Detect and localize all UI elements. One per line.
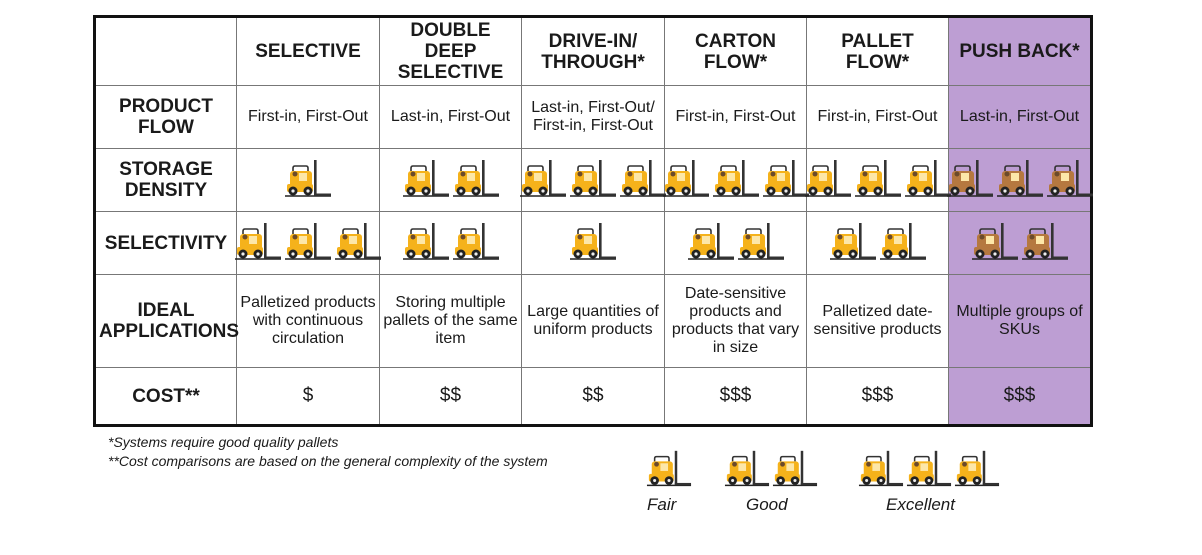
legend-good-icons xyxy=(724,448,818,492)
flow-cell: First-in, First-Out xyxy=(236,85,380,149)
forklift-icon xyxy=(569,221,617,265)
forklift-icon xyxy=(762,158,810,202)
flow-cell: Last-in, First-Out xyxy=(379,85,522,149)
forklift-icon xyxy=(737,221,785,265)
forklift-icon xyxy=(662,158,710,202)
row-label-ideal-applications: IDEAL APPLICATIONS xyxy=(94,274,239,368)
legend-excellent-label: Excellent xyxy=(886,495,955,514)
storage-density-row: STORAGE DENSITY xyxy=(94,148,1094,212)
legend-fair-label: Fair xyxy=(647,495,677,514)
forklift-icon xyxy=(452,158,500,202)
forklift-icon xyxy=(619,158,667,202)
forklift-icon xyxy=(1046,158,1094,202)
row-label-product-flow: PRODUCT FLOW xyxy=(94,85,237,149)
cost-cell: $$$ xyxy=(806,367,949,426)
selectivity-cell xyxy=(379,211,522,275)
header-selective: SELECTIVE xyxy=(236,16,380,86)
row-label-storage-density: STORAGE DENSITY xyxy=(94,148,237,212)
forklift-icon xyxy=(569,158,617,202)
forklift-icon xyxy=(519,158,567,202)
density-cell xyxy=(946,148,1094,212)
forklift-icon xyxy=(829,221,877,265)
header-row: SELECTIVE DOUBLE DEEP SELECTIVE DRIVE-IN… xyxy=(94,16,1092,86)
header-empty xyxy=(94,16,237,86)
forklift-icon xyxy=(971,221,1019,265)
apps-cell: Large quantities of uniform products xyxy=(521,274,665,368)
density-cell xyxy=(804,148,952,212)
cost-cell: $$$ xyxy=(664,367,807,426)
forklift-icon xyxy=(946,158,994,202)
forklift-icon xyxy=(996,158,1044,202)
forklift-icon xyxy=(724,448,770,492)
forklift-icon xyxy=(712,158,760,202)
forklift-icon xyxy=(906,448,952,492)
header-push-back: PUSH BACK* xyxy=(948,16,1092,86)
legend-good-label: Good xyxy=(746,495,788,514)
forklift-icon xyxy=(858,448,904,492)
row-label-selectivity: SELECTIVITY xyxy=(94,211,237,275)
selectivity-cell xyxy=(521,211,665,275)
forklift-icon xyxy=(954,448,1000,492)
forklift-icon xyxy=(904,158,952,202)
selectivity-cell xyxy=(234,211,382,275)
cost-cell: $$$ xyxy=(948,367,1092,426)
density-cell xyxy=(236,148,380,212)
selectivity-cell xyxy=(948,211,1092,275)
forklift-icon xyxy=(284,221,332,265)
density-cell xyxy=(662,148,810,212)
flow-cell: First-in, First-Out xyxy=(664,85,807,149)
header-pallet-flow: PALLET FLOW* xyxy=(806,16,949,86)
rating-legend: Fair Good Excellent xyxy=(640,448,1010,518)
selectivity-cell xyxy=(806,211,949,275)
forklift-icon xyxy=(1021,221,1069,265)
apps-cell: Multiple groups of SKUs xyxy=(948,274,1092,368)
apps-cell: Palletized date-sensitive products xyxy=(806,274,949,368)
cost-row: COST** $ $$ $$ $$$ $$$ $$$ xyxy=(94,367,1092,426)
footnote-cost: **Cost comparisons are based on the gene… xyxy=(108,453,548,469)
cost-cell: $ xyxy=(236,367,380,426)
header-double-deep: DOUBLE DEEP SELECTIVE xyxy=(379,16,522,86)
apps-cell: Date-sensitive products and products tha… xyxy=(664,274,807,368)
forklift-icon xyxy=(772,448,818,492)
selectivity-row: SELECTIVITY xyxy=(94,211,1092,275)
forklift-icon xyxy=(284,158,332,202)
product-flow-row: PRODUCT FLOW First-in, First-Out Last-in… xyxy=(94,85,1092,149)
selectivity-cell xyxy=(664,211,807,275)
forklift-icon xyxy=(854,158,902,202)
forklift-icon xyxy=(646,448,692,492)
forklift-icon xyxy=(452,221,500,265)
forklift-icon xyxy=(234,221,282,265)
footnote-pallets: *Systems require good quality pallets xyxy=(108,434,339,450)
header-drive-in: DRIVE-IN/ THROUGH* xyxy=(521,16,665,86)
forklift-icon xyxy=(804,158,852,202)
forklift-icon xyxy=(334,221,382,265)
header-carton-flow: CARTON FLOW* xyxy=(664,16,807,86)
flow-cell: Last-in, First-Out xyxy=(948,85,1092,149)
legend-fair-icons xyxy=(646,448,692,492)
flow-cell: First-in, First-Out xyxy=(806,85,949,149)
density-cell xyxy=(379,148,522,212)
cost-cell: $$ xyxy=(379,367,522,426)
rack-comparison-table: SELECTIVE DOUBLE DEEP SELECTIVE DRIVE-IN… xyxy=(93,15,1093,427)
ideal-applications-row: IDEAL APPLICATIONS Palletized products w… xyxy=(94,274,1092,368)
forklift-icon xyxy=(879,221,927,265)
footnotes: *Systems require good quality pallets **… xyxy=(108,433,548,471)
legend-excellent-icons xyxy=(858,448,1000,492)
flow-cell: Last-in, First-Out/ First-in, First-Out xyxy=(521,85,665,149)
apps-cell: Storing multiple pallets of the same ite… xyxy=(379,274,522,368)
apps-cell: Palletized products with continuous circ… xyxy=(236,274,380,368)
forklift-icon xyxy=(687,221,735,265)
forklift-icon xyxy=(402,221,450,265)
density-cell xyxy=(519,148,667,212)
forklift-icon xyxy=(402,158,450,202)
row-label-cost: COST** xyxy=(94,367,237,426)
cost-cell: $$ xyxy=(521,367,665,426)
